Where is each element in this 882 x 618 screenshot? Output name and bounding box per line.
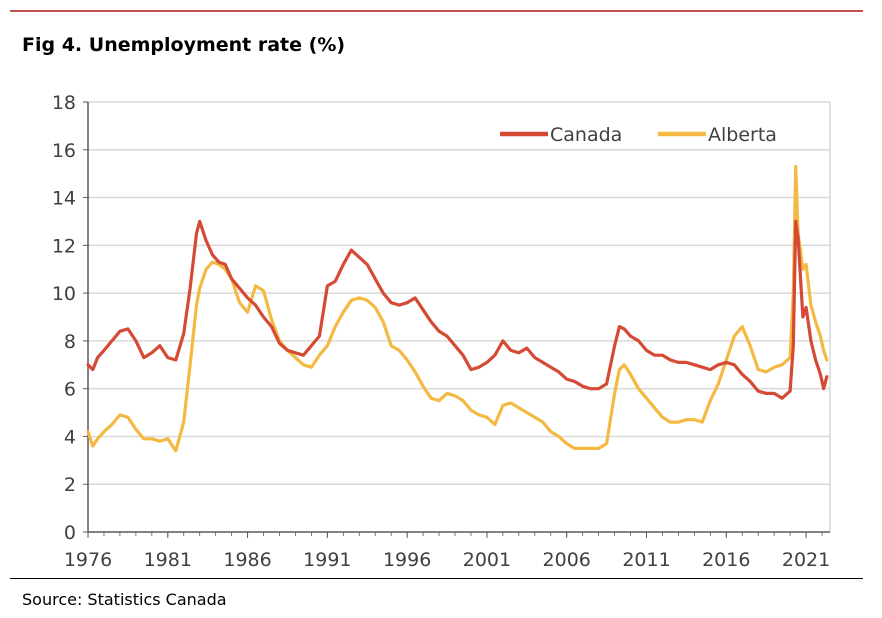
x-tick-label-2021: 2021 [782,549,830,571]
y-tick-label-12: 12 [52,235,76,257]
y-tick-label-8: 8 [64,331,76,353]
y-tick-label-18: 18 [52,92,76,114]
y-tick-label-2: 2 [64,474,76,496]
bottom-rule [10,578,863,579]
y-tick-label-0: 0 [64,522,76,544]
source-note: Source: Statistics Canada [22,590,227,609]
y-tick-label-10: 10 [52,283,76,305]
top-rule [10,10,863,12]
x-tick-label-1996: 1996 [383,549,431,571]
x-tick-label-2016: 2016 [702,549,750,571]
x-tick-label-1981: 1981 [144,549,192,571]
chart-title: Fig 4. Unemployment rate (%) [22,34,346,56]
y-tick-label-14: 14 [52,188,76,210]
x-tick-label-2006: 2006 [543,549,591,571]
x-tick-label-2011: 2011 [622,549,670,571]
x-tick-label-2001: 2001 [463,549,511,571]
y-tick-label-4: 4 [64,426,76,448]
x-tick-label-1991: 1991 [303,549,351,571]
series-line-alberta [86,164,829,453]
x-tick-label-1986: 1986 [223,549,271,571]
y-tick-label-6: 6 [64,379,76,401]
y-tick-label-16: 16 [52,140,76,162]
legend-label-alberta: Alberta [708,124,777,146]
legend-label-canada: Canada [550,124,622,146]
series-line-canada [86,219,829,400]
x-tick-label-1976: 1976 [64,549,112,571]
